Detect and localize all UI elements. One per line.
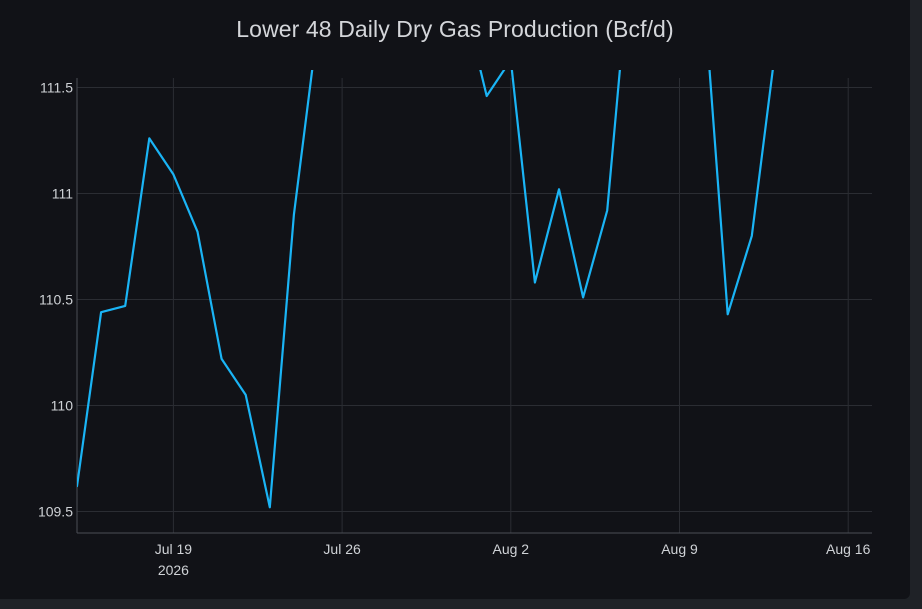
x-tick-label: Jul 26 (323, 541, 361, 557)
y-tick-label: 110.5 (39, 292, 73, 308)
axes (76, 78, 872, 534)
y-tick-label: 109.5 (38, 504, 73, 520)
x-tick-label: Aug 9 (661, 541, 698, 557)
x-tick-sublabel: 2026 (158, 562, 189, 578)
chart-title: Lower 48 Daily Dry Gas Production (Bcf/d… (236, 16, 674, 42)
series-group (77, 70, 774, 509)
x-tick-label: Aug 16 (826, 541, 871, 557)
series-line (77, 70, 774, 509)
y-tick-label: 111 (52, 186, 73, 202)
y-tick-label: 111.5 (40, 80, 73, 96)
x-tick-label: Jul 19 (155, 541, 193, 557)
y-tick-label: 110 (51, 398, 74, 414)
x-tick-label: Aug 2 (493, 541, 530, 557)
x-axis-ticks: Jul 19 2026 Jul 26 Aug 2 Aug 9 Aug 16 (155, 541, 871, 578)
grid-lines (77, 78, 872, 533)
